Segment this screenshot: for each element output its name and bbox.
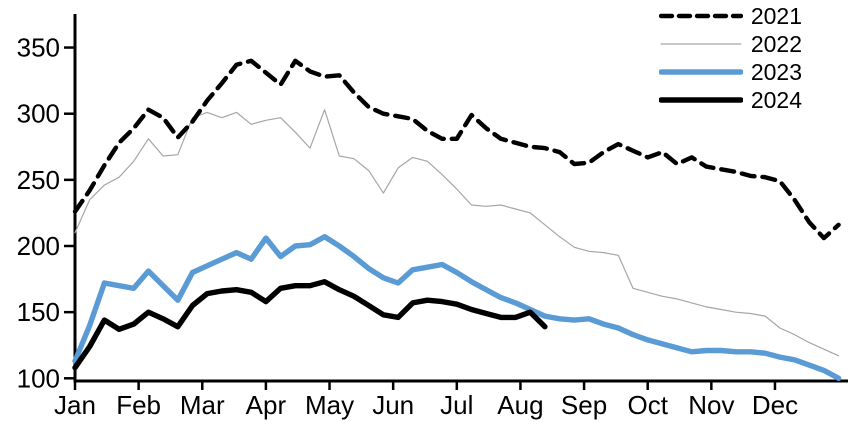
legend-item-2023: 2023 (658, 58, 802, 86)
x-tick-label: Dec (752, 390, 798, 420)
x-tick-label: May (305, 390, 354, 420)
legend-item-2021: 2021 (658, 2, 802, 30)
y-tick-label: 300 (17, 99, 60, 129)
series-line-2024 (72, 279, 548, 371)
y-tick-label: 350 (17, 33, 60, 63)
legend-item-2022: 2022 (659, 30, 802, 58)
legend-line-sample-2023 (658, 69, 743, 75)
x-tick-label: Aug (497, 390, 543, 420)
x-tick-label: Jun (372, 390, 414, 420)
x-tick-label: Sep (561, 390, 607, 420)
legend-line-sample-2022 (660, 43, 742, 45)
x-tick-label: Mar (180, 390, 225, 420)
legend-line-sample-2021 (658, 13, 743, 19)
x-tick-label: Feb (116, 390, 161, 420)
y-tick-label: 150 (17, 297, 60, 327)
y-tick-label: 250 (17, 165, 60, 195)
x-tick-label: Jan (54, 390, 96, 420)
legend-item-2024: 2024 (658, 86, 802, 114)
x-tick-label: Oct (627, 390, 668, 420)
legend-line-sample-2024 (658, 97, 743, 103)
series-line-2022 (74, 109, 840, 357)
legend-label: 2022 (750, 31, 802, 57)
legend-label: 2024 (750, 87, 802, 113)
x-tick-label: Jul (440, 390, 473, 420)
x-tick-label: Apr (246, 390, 287, 420)
legend-label: 2023 (750, 59, 802, 85)
chart-legend: 2021 2022 2023 2024 (658, 2, 802, 114)
y-tick-label: 100 (17, 363, 60, 393)
x-tick-label: Nov (688, 390, 734, 420)
legend-label: 2021 (750, 3, 802, 29)
series-line-2023 (72, 233, 842, 381)
y-tick-label: 200 (17, 231, 60, 261)
series-line-2021 (72, 58, 841, 241)
